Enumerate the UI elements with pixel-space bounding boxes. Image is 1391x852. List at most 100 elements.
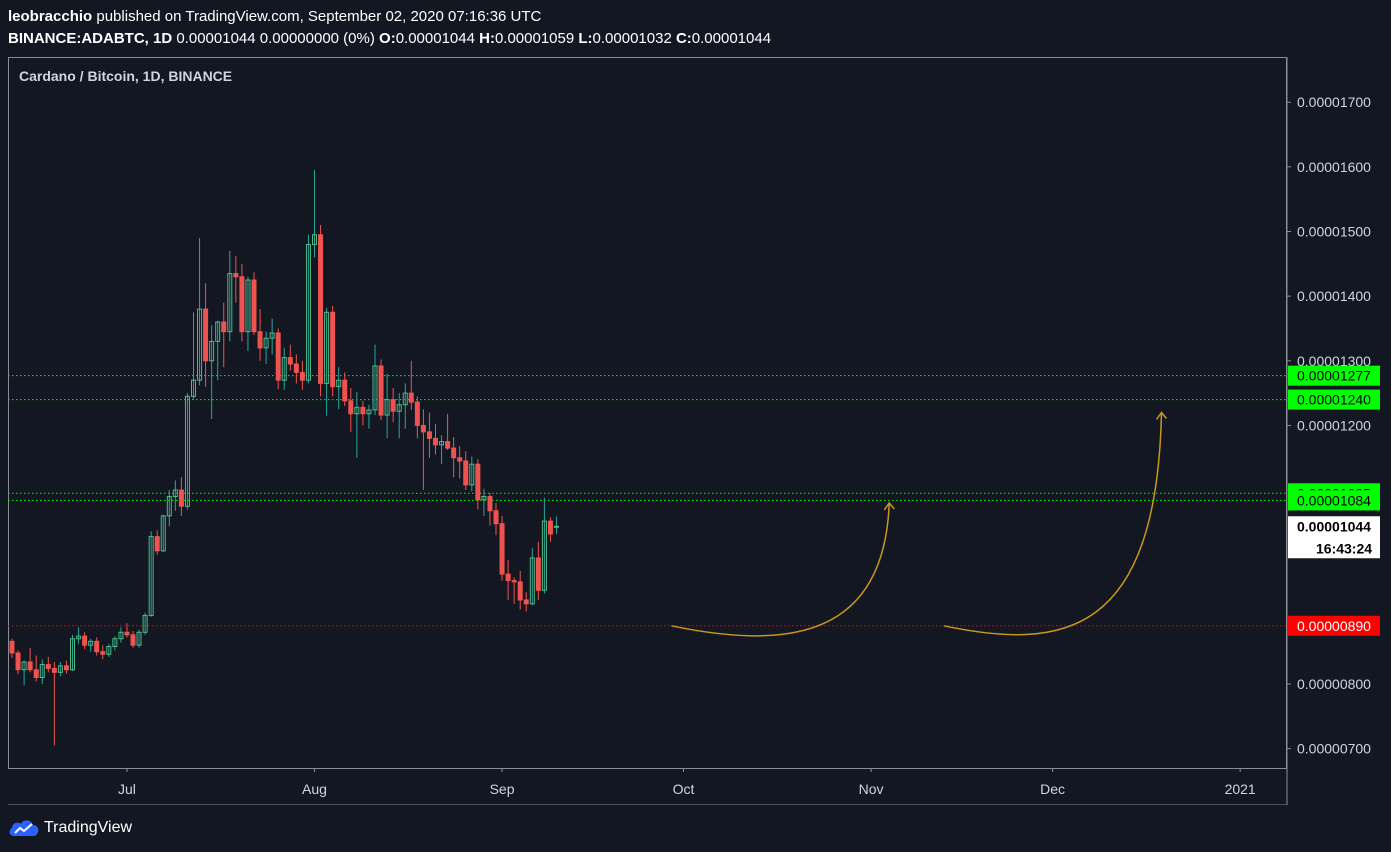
candle-body <box>275 332 281 381</box>
publish-header: leobracchio published on TradingView.com… <box>8 6 771 50</box>
candle-body <box>118 631 124 640</box>
candle-body <box>396 404 402 412</box>
price-labels: 0.000012770.000012400.000010950.00001084… <box>1288 365 1380 636</box>
x-tick-label: Oct <box>673 781 695 797</box>
candle-body <box>70 638 75 671</box>
candle-body <box>100 651 106 655</box>
candle-body <box>384 399 390 416</box>
candle-body <box>541 520 547 591</box>
price-axis[interactable]: 0.00001700 0.00001600 0.00001500 0.00001400… <box>1287 94 1371 757</box>
candle-body <box>245 279 251 333</box>
chart-frame[interactable]: Cardano / Bitcoin, 1D, BINANCE 0.0000170… <box>8 57 1380 806</box>
candle-body <box>439 441 445 446</box>
candle-body <box>124 631 130 636</box>
close-value: 0.00001044 <box>691 30 772 47</box>
candle-body <box>457 457 463 462</box>
price-label-text: 0.00000890 <box>1297 618 1371 634</box>
ohlc-line: BINANCE:ADABTC, 1D 0.00001044 0.00000000… <box>8 28 771 50</box>
low-value: 0.00001032 <box>592 30 672 47</box>
candle-body <box>15 652 21 671</box>
candle-body <box>535 557 541 591</box>
high-value: 0.00001059 <box>494 30 575 47</box>
candle-body <box>390 399 396 412</box>
x-tick-label: Dec <box>1040 781 1065 797</box>
plot-border <box>8 57 1287 769</box>
price-label-box <box>1288 365 1380 386</box>
y-tick-label: 0.00000700 <box>1297 741 1371 757</box>
tradingview-logo[interactable]: TradingView <box>8 818 132 838</box>
cloud-logo-icon <box>9 820 39 836</box>
symbol-label: BINANCE:ADABTC, 1D <box>8 30 173 47</box>
y-tick-label: 0.00001400 <box>1297 288 1371 304</box>
candle-body <box>318 234 324 384</box>
candles <box>9 170 559 746</box>
candle-body <box>360 406 366 415</box>
tradingview-brand: TradingView <box>44 819 133 836</box>
candle-body <box>402 392 408 406</box>
y-tick-label: 0.00001700 <box>1297 94 1371 110</box>
x-tick-label: Nov <box>859 781 884 797</box>
x-tick-label: Jul <box>118 781 136 797</box>
candle-body <box>511 580 517 583</box>
arrow-annotations <box>671 411 1168 637</box>
open-label: O: <box>379 30 396 47</box>
candle-body <box>21 661 27 671</box>
y-tick-label: 0.00001300 <box>1297 353 1371 369</box>
published-text: published on TradingView.com, September … <box>96 8 542 25</box>
y-tick-label: 0.00001600 <box>1297 159 1371 175</box>
candle-body <box>287 357 293 365</box>
candle-body <box>63 665 69 671</box>
candle-body <box>426 431 432 439</box>
candle-body <box>475 463 481 501</box>
candle-body <box>184 395 190 507</box>
candle-body <box>251 279 257 333</box>
candle-body <box>112 638 118 647</box>
curved-arrow <box>943 412 1163 636</box>
candle-body <box>197 308 203 381</box>
candle-body <box>233 273 239 278</box>
price-label-box <box>1288 389 1380 410</box>
candle-body <box>372 365 378 411</box>
candle-body <box>148 536 154 616</box>
last-price: 0.00001044 <box>176 30 256 47</box>
candle-body <box>39 664 45 679</box>
candle-body <box>312 234 317 245</box>
candle-body <box>257 331 263 349</box>
candle-body <box>106 645 112 655</box>
candle-body <box>517 581 523 601</box>
candle-body <box>209 340 215 362</box>
candle-body <box>433 437 438 446</box>
open-value: 0.00001044 <box>395 30 475 47</box>
countdown-text: 16:43:24 <box>1316 540 1372 556</box>
candle-body <box>330 311 336 388</box>
chart-title: Cardano / Bitcoin, 1D, BINANCE <box>19 68 232 84</box>
y-tick-label: 0.00001500 <box>1297 224 1371 240</box>
candle-body <box>493 510 499 525</box>
candlestick-chart[interactable]: Cardano / Bitcoin, 1D, BINANCE 0.0000170… <box>8 57 1380 806</box>
candle-body <box>269 332 275 339</box>
candle-body <box>354 406 360 415</box>
close-label: C: <box>675 30 692 47</box>
time-axis[interactable]: Jul Aug Sep Oct Nov Dec 2021 <box>118 768 1256 797</box>
candle-body <box>463 460 469 486</box>
candle-body <box>76 635 82 640</box>
publish-line: leobracchio published on TradingView.com… <box>8 6 771 28</box>
candle-body <box>227 273 233 333</box>
candle-body <box>408 392 414 403</box>
candle-body <box>82 635 88 646</box>
candle-body <box>9 640 15 654</box>
last-price-text: 0.00001044 <box>1297 518 1371 534</box>
candle-body <box>293 363 299 373</box>
candle-body <box>263 337 269 349</box>
y-tick-label: 0.00000800 <box>1297 676 1371 692</box>
candle-body <box>451 447 457 459</box>
candle-body <box>505 573 511 582</box>
author-name[interactable]: leobracchio <box>8 8 93 25</box>
candle-body <box>178 489 184 507</box>
candle-body <box>348 400 354 415</box>
x-tick-label: Aug <box>302 781 327 797</box>
candle-body <box>499 523 505 575</box>
y-tick-label: 0.00001200 <box>1297 417 1371 433</box>
candle-body <box>215 321 221 342</box>
candle-body <box>239 276 245 333</box>
